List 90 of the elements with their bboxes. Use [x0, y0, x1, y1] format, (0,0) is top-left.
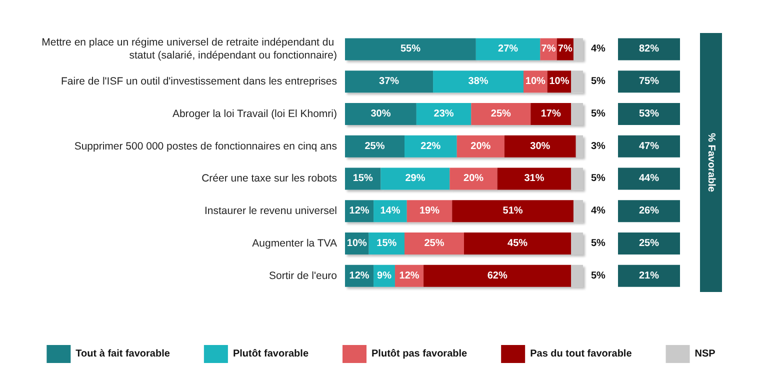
bar — [571, 102, 583, 125]
text: 21% — [638, 270, 660, 282]
y-tick-label: Augmenter la TVA — [252, 237, 337, 250]
bar — [571, 264, 583, 287]
bar — [433, 70, 524, 93]
data-label: 27% — [498, 44, 518, 55]
data-label: 3% — [591, 140, 606, 152]
bar — [471, 102, 531, 125]
data-label: 37% — [379, 76, 400, 88]
data-label: 25% — [490, 108, 512, 120]
bar — [424, 264, 572, 287]
text: 47% — [638, 140, 660, 152]
data-label: 19% — [419, 206, 440, 217]
data-label: 17% — [540, 108, 561, 120]
legend-label: Plutôt favorable — [232, 348, 309, 360]
bar — [406, 200, 452, 222]
data-label: 51% — [502, 206, 523, 217]
bar — [476, 38, 540, 60]
data-label: 25% — [364, 140, 385, 152]
text: % Favorable — [706, 133, 716, 192]
data-label: 29% — [405, 173, 426, 184]
bar — [573, 38, 583, 60]
bar — [345, 38, 476, 60]
y-tick-label: Supprimer 500 000 postes de fonctionnaires en cinq ans — [74, 140, 337, 152]
data-label: 30% — [530, 140, 550, 152]
bar — [416, 102, 472, 125]
data-label: 55% — [400, 44, 421, 55]
data-label: 15% — [376, 238, 397, 249]
data-label: 7% — [541, 44, 556, 55]
data-label: 5% — [591, 270, 606, 282]
bar — [573, 200, 583, 222]
data-label: 5% — [591, 76, 606, 88]
bar — [571, 70, 583, 93]
data-label: 5% — [591, 173, 606, 184]
text: 25% — [638, 238, 660, 249]
legend-label: NSP — [694, 348, 716, 360]
bar — [571, 232, 583, 254]
bar — [404, 232, 464, 254]
y-tick-label: Sortir de l'euro — [269, 270, 338, 282]
bar — [464, 232, 572, 254]
bar — [456, 135, 504, 158]
data-label: 14% — [380, 206, 400, 217]
text: 44% — [638, 173, 660, 184]
y-tick-label: Mettre en place un régime universel de retraite indépendant du statut (salarié, indépendant ou fonctionnaire) — [42, 36, 337, 62]
bar — [452, 200, 574, 222]
data-label: 10% — [549, 76, 570, 88]
data-label: 5% — [591, 238, 606, 249]
data-label: 7% — [558, 44, 572, 55]
legend-label: Pas du tout favorable — [530, 348, 632, 360]
bar — [404, 135, 457, 158]
bar — [450, 168, 498, 190]
data-label: 12% — [399, 270, 420, 282]
bar — [380, 168, 450, 190]
bar — [497, 168, 572, 190]
text: 75% — [638, 76, 660, 88]
data-label: 12% — [349, 270, 370, 282]
data-label: 22% — [420, 140, 441, 152]
data-label: 4% — [591, 44, 606, 55]
data-label: 25% — [424, 238, 444, 249]
y-tick-label: Faire de l'ISF un outil d'investissement dans les entreprises — [61, 76, 337, 88]
data-label: 10% — [525, 76, 546, 88]
bar — [345, 135, 404, 158]
bar — [504, 135, 576, 158]
data-label: 23% — [434, 108, 454, 120]
bar — [530, 102, 572, 125]
data-label: 10% — [346, 238, 368, 249]
data-label: 20% — [464, 173, 484, 184]
y-tick-label: Instaurer le revenu universel — [204, 205, 337, 218]
y-tick-label: Abroger la loi Travail (loi El Khomri) — [172, 108, 337, 120]
data-label: 20% — [470, 140, 491, 152]
data-label: 38% — [468, 76, 488, 88]
data-label: 5% — [591, 108, 606, 120]
data-label: 31% — [524, 173, 544, 184]
data-label: 15% — [352, 173, 373, 184]
y-tick-label: Créer une taxe sur les robots — [202, 172, 337, 185]
data-label: 12% — [349, 206, 370, 217]
bar — [571, 168, 583, 190]
bar — [345, 70, 434, 93]
legend-label: Tout à fait favorable — [76, 348, 170, 360]
data-label: 30% — [370, 108, 391, 120]
bar — [576, 135, 583, 158]
text: 82% — [638, 44, 660, 55]
bar — [345, 102, 416, 125]
text: 53% — [638, 108, 660, 120]
legend-label: Plutôt pas favorable — [372, 348, 468, 360]
data-label: 4% — [591, 206, 606, 217]
data-label: 9% — [377, 270, 392, 282]
text: 26% — [638, 206, 660, 217]
data-label: 62% — [487, 270, 508, 282]
data-label: 45% — [508, 238, 528, 249]
